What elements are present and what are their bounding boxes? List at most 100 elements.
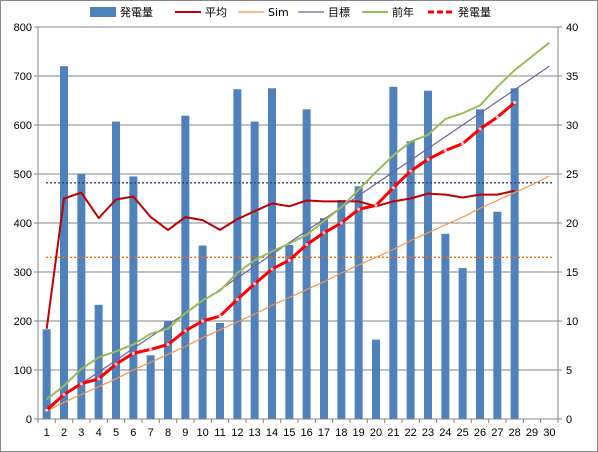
series-point — [149, 347, 153, 352]
series-point — [443, 148, 447, 153]
bar-24 — [441, 233, 450, 419]
bar-16 — [302, 109, 311, 419]
bar-25 — [458, 268, 467, 419]
series-point — [287, 258, 291, 262]
x-tick-label: 8 — [165, 427, 171, 439]
legend-label: 平均 — [205, 6, 227, 19]
legend: 発電量 平均 Sim 目標 前年 発電量 — [90, 5, 491, 19]
y-left-tick-label: 0 — [26, 414, 32, 426]
legend-item-2: 平均 — [175, 6, 227, 19]
bar-20 — [372, 339, 380, 419]
series-point — [461, 142, 465, 146]
bar-9 — [181, 115, 190, 419]
x-tick-label: 13 — [249, 427, 261, 439]
x-tick-label: 10 — [197, 427, 209, 439]
bar-23 — [424, 90, 432, 419]
bar-28 — [510, 88, 519, 419]
y-left-tick-label: 600 — [14, 120, 32, 132]
legend-item-6: 発電量 — [428, 5, 491, 19]
bar-15 — [285, 245, 294, 419]
bar-12 — [233, 89, 242, 419]
bar-2 — [60, 66, 68, 419]
bar-27 — [493, 211, 502, 419]
bar-8 — [164, 321, 172, 419]
y-right-tick-label: 40 — [566, 22, 578, 34]
y-left-tick-label: 400 — [14, 218, 32, 230]
series-point — [62, 392, 66, 397]
x-tick-label: 20 — [370, 427, 382, 439]
series-point — [391, 186, 395, 190]
x-tick-label: 5 — [113, 427, 119, 439]
series-point — [374, 203, 378, 207]
y-left-tick-label: 700 — [14, 71, 32, 83]
series-point — [201, 319, 205, 323]
series-point — [513, 100, 517, 105]
x-tick-label: 9 — [182, 427, 188, 439]
y-right-tick-label: 20 — [566, 218, 578, 230]
x-tick-label: 24 — [439, 427, 451, 439]
x-tick-label: 19 — [353, 427, 365, 439]
series-point — [305, 242, 309, 247]
series-line-6 — [45, 101, 516, 412]
series-line-4 — [46, 65, 550, 408]
bar-13 — [250, 121, 259, 419]
tick-labels: 0100200300400500600700800051015202530354… — [14, 22, 579, 439]
bar-4 — [94, 304, 103, 419]
x-tick-label: 4 — [96, 427, 102, 439]
y-left-tick-label: 300 — [14, 267, 32, 279]
y-right-tick-label: 30 — [566, 120, 578, 132]
x-tick-label: 6 — [130, 427, 136, 439]
x-tick-label: 26 — [474, 427, 486, 439]
series-point — [45, 408, 49, 412]
series-point — [322, 231, 326, 235]
y-left-tick-label: 200 — [14, 316, 32, 328]
x-tick-label: 3 — [78, 427, 84, 439]
series-point — [270, 267, 274, 271]
series-point — [166, 342, 170, 347]
y-right-tick-label: 10 — [566, 316, 578, 328]
x-tick-label: 11 — [214, 427, 225, 439]
legend-item-3: Sim — [238, 6, 289, 19]
lines-layer — [45, 41, 550, 412]
legend-item-1: 発電量 — [90, 5, 153, 19]
legend-label: 目標 — [328, 5, 350, 19]
x-tick-label: 18 — [335, 427, 347, 439]
y-right-tick-label: 25 — [566, 169, 578, 181]
x-tick-label: 2 — [61, 427, 67, 439]
x-tick-label: 25 — [457, 427, 469, 439]
series-point — [426, 157, 430, 161]
x-tick-label: 28 — [509, 427, 521, 439]
x-tick-label: 29 — [526, 427, 538, 439]
y-left-tick-label: 500 — [14, 169, 32, 181]
bar-10 — [198, 245, 207, 419]
x-tick-label: 27 — [491, 427, 503, 439]
x-tick-label: 1 — [44, 427, 50, 439]
x-tick-label: 12 — [231, 427, 243, 439]
y-right-tick-label: 5 — [566, 365, 572, 377]
x-tick-label: 7 — [148, 427, 154, 439]
legend-label: 発電量 — [120, 5, 153, 19]
series-point — [357, 207, 361, 211]
legend-item-4: 目標 — [298, 5, 350, 19]
legend-label: 発電量 — [458, 5, 491, 19]
y-left-tick-label: 800 — [14, 22, 32, 34]
legend-item-5: 前年 — [362, 5, 414, 19]
x-tick-label: 17 — [318, 427, 330, 439]
x-tick-label: 14 — [266, 427, 278, 439]
bar-7 — [146, 355, 155, 419]
series-line-3 — [46, 175, 550, 412]
bar-14 — [268, 88, 276, 419]
series-point — [409, 169, 413, 173]
bar-1 — [42, 329, 51, 419]
bar-18 — [337, 199, 346, 419]
bar-21 — [389, 86, 398, 419]
series-point — [478, 127, 482, 131]
bar-11 — [216, 322, 224, 419]
series-line-5 — [46, 41, 550, 401]
x-tick-label: 15 — [283, 427, 295, 439]
series-point — [495, 115, 499, 119]
series-point — [131, 351, 135, 355]
series-point — [218, 314, 222, 318]
y-right-tick-label: 35 — [566, 71, 578, 83]
